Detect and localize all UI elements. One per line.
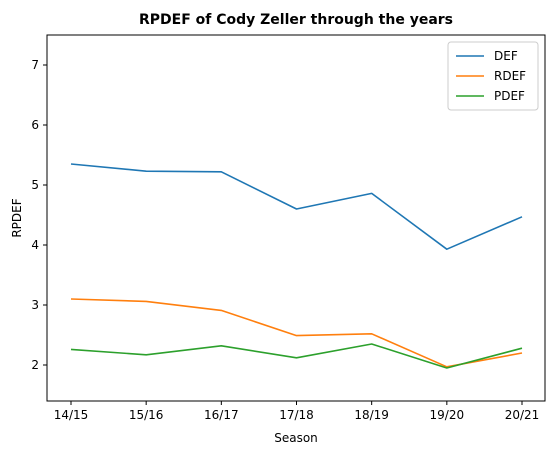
y-tick-label: 7 (31, 58, 39, 72)
legend-box (447, 41, 539, 111)
chart-title: RPDEF of Cody Zeller through the years (139, 12, 453, 28)
y-tick-label: 3 (31, 298, 39, 312)
y-tick-label: 2 (31, 358, 39, 372)
series-lines (70, 163, 523, 369)
x-tick-label: 17/18 (279, 408, 314, 422)
x-tick-label: 16/17 (204, 408, 239, 422)
legend: DEF RDEF PDEF (447, 41, 539, 111)
y-tick-label: 6 (31, 118, 39, 132)
x-tick-label: 20/21 (505, 408, 540, 422)
x-tick-label: 15/16 (129, 408, 164, 422)
x-tick-label: 14/15 (54, 408, 89, 422)
x-tick-label: 19/20 (430, 408, 465, 422)
x-axis-label: Season (274, 431, 318, 445)
legend-label-def: DEF (494, 49, 518, 63)
legend-label-rdef: RDEF (494, 69, 526, 83)
series-line-def (70, 163, 523, 250)
legend-label-pdef: PDEF (494, 89, 525, 103)
series-line-pdef (70, 343, 523, 369)
y-tick-label: 4 (31, 238, 39, 252)
axis-ticks: 14/15 15/16 16/17 17/18 18/19 19/20 20/21 2 3 4 5 6… (31, 58, 539, 422)
x-tick-label: 18/19 (354, 408, 389, 422)
y-axis-label: RPDEF (10, 198, 24, 237)
y-tick-label: 5 (31, 178, 39, 192)
series-line-rdef (70, 298, 523, 368)
